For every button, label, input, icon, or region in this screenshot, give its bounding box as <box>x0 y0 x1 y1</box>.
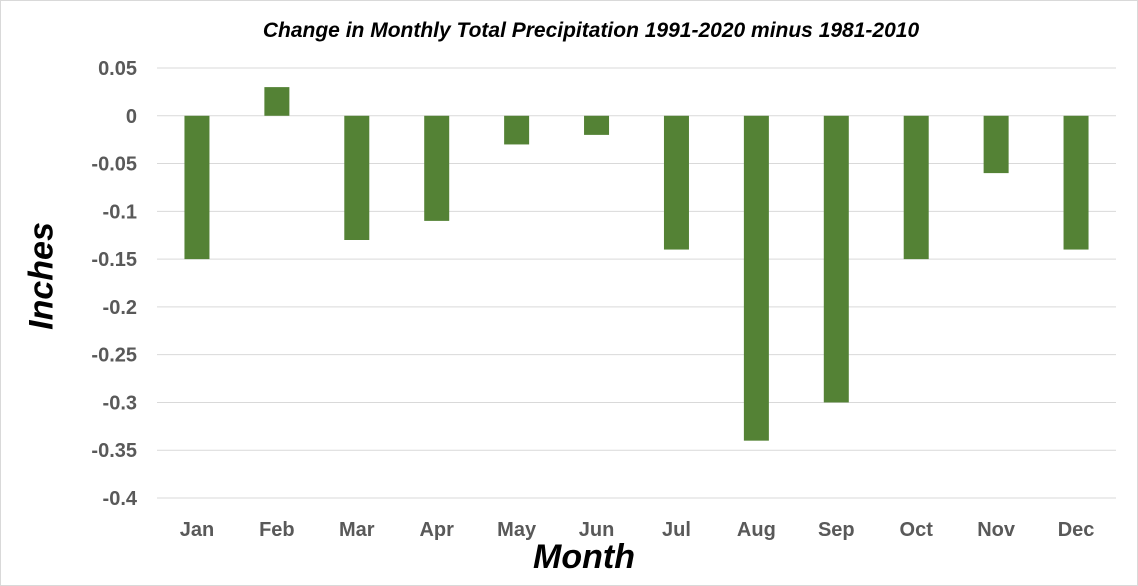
bar-jan <box>184 115 210 260</box>
y-tick-label: -0.35 <box>91 440 137 462</box>
bar-jul <box>663 115 689 250</box>
y-tick-label: 0.05 <box>98 58 137 80</box>
x-tick-label: Oct <box>900 519 934 541</box>
y-tick-label: -0.05 <box>91 154 137 176</box>
x-tick-label: Mar <box>339 519 375 541</box>
y-tick-label: 0 <box>126 106 137 128</box>
x-tick-label: Jun <box>579 519 615 541</box>
y-tick-label: -0.2 <box>103 297 137 319</box>
x-tick-label: Nov <box>977 519 1016 541</box>
x-tick-label: Aug <box>737 519 776 541</box>
bar-feb <box>264 87 290 116</box>
y-tick-label: -0.3 <box>103 392 137 414</box>
gridlines <box>157 67 1116 499</box>
x-tick-label: May <box>497 519 537 541</box>
x-tick-labels: Jan Feb Mar Apr May Jun Jul Aug Sep Oct Nov Dec <box>180 519 1095 541</box>
y-tick-label: -0.25 <box>91 345 137 367</box>
y-tick-label: -0.15 <box>91 249 137 271</box>
x-tick-label: Feb <box>259 519 295 541</box>
x-axis-label: Month <box>533 538 635 576</box>
bar-dec <box>1063 115 1089 250</box>
bar-mar <box>344 115 370 240</box>
chart-title: Change in Monthly Total Precipitation 19… <box>262 19 920 42</box>
x-tick-label: Sep <box>818 519 855 541</box>
y-tick-label: -0.4 <box>103 488 138 510</box>
bar-aug <box>743 115 769 441</box>
bars <box>184 87 1089 441</box>
bar-jun <box>584 115 610 135</box>
bar-apr <box>424 115 450 221</box>
x-tick-label: Jan <box>180 519 214 541</box>
y-tick-label: -0.1 <box>103 201 137 223</box>
bar-oct <box>903 115 929 260</box>
x-tick-label: Apr <box>419 519 454 541</box>
x-tick-label: Dec <box>1058 519 1095 541</box>
bar-may <box>504 115 530 145</box>
bar-sep <box>823 115 849 403</box>
bar-nov <box>983 115 1009 174</box>
x-tick-label: Jul <box>662 519 691 541</box>
y-tick-labels: 0.05 0 -0.05 -0.1 -0.15 -0.2 -0.25 -0.3 -0.35 -0.… <box>91 58 137 510</box>
